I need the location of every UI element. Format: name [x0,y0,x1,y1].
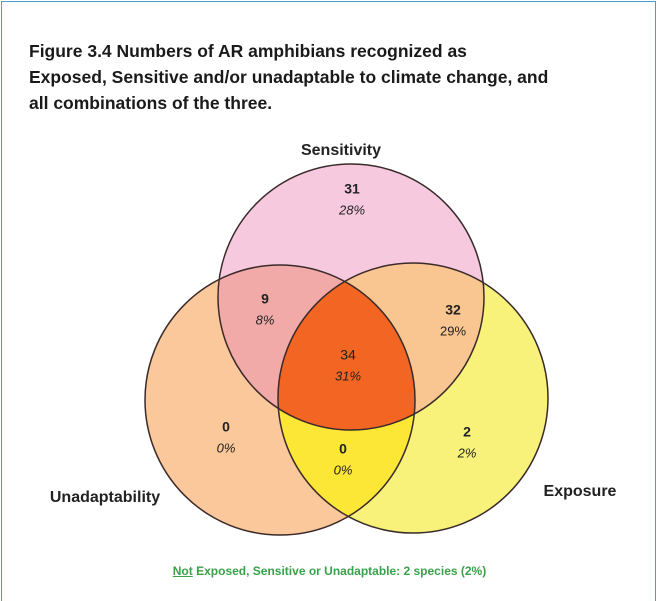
region-count: 9 [261,291,269,307]
region-percent: 28% [338,202,365,217]
region-count: 2 [463,424,471,440]
region-count: 34 [340,347,356,363]
unadaptability-outline [144,264,416,536]
footnote-emphasis: Not [172,564,193,578]
region-count: 0 [339,441,347,457]
set-label: Exposure [544,483,617,500]
region-count: 32 [445,302,461,318]
footnote-text: Exposed, Sensitive or Unadaptable: 2 spe… [196,564,487,578]
region-percent: 0% [217,440,236,455]
region-count: 31 [344,181,360,197]
region-percent: 29% [440,323,466,338]
sensitivity-outline [217,163,485,431]
all-area [278,265,415,430]
region-percent: 31% [335,368,361,383]
region-percent: 8% [256,312,275,327]
exposure-outline [277,262,549,534]
set-label: Unadaptability [50,489,160,506]
figure-title: Figure 3.4 Numbers of AR amphibians reco… [29,41,549,113]
set-label: Sensitivity [301,142,381,159]
region-percent: 0% [334,462,353,477]
footnote: Not Exposed, Sensitive or Unadaptable: 2… [0,564,659,578]
region-count: 0 [222,419,230,435]
region-percent: 2% [457,445,477,460]
